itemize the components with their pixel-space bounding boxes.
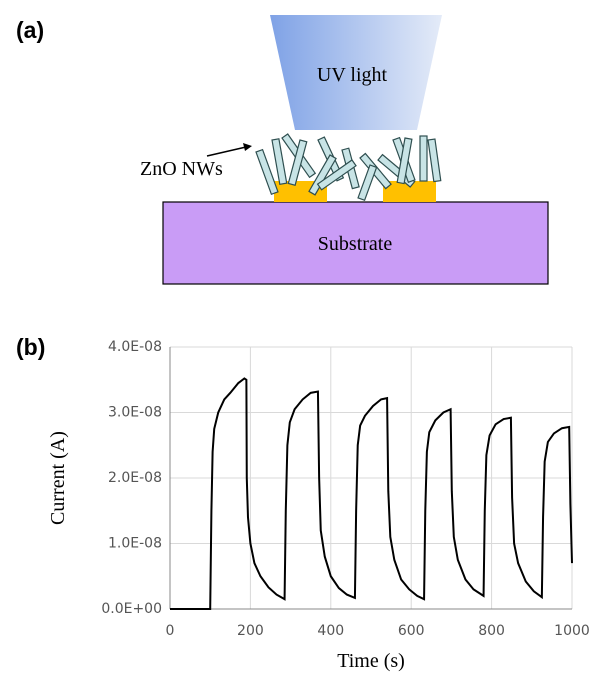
nanowire bbox=[419, 135, 428, 182]
y-tick-label: 4.0E-08 bbox=[108, 339, 162, 355]
substrate-label: Substrate bbox=[318, 233, 393, 255]
x-tick-label: 0 bbox=[166, 623, 175, 639]
nanowire bbox=[316, 159, 357, 191]
y-tick-label: 1.0E-08 bbox=[108, 536, 162, 552]
uv-beam bbox=[270, 15, 442, 130]
x-tick-label: 600 bbox=[398, 623, 425, 639]
arrow bbox=[206, 146, 247, 157]
current-line bbox=[170, 377, 573, 610]
substrate bbox=[162, 201, 549, 285]
plot: 0.0E+00 1.0E-08 2.0E-08 3.0E-08 4.0E-08 0 200 4… bbox=[101, 339, 589, 639]
nanowire bbox=[271, 138, 288, 186]
x-tick-label: 400 bbox=[317, 623, 344, 639]
nanowire bbox=[427, 138, 442, 183]
nanowire bbox=[357, 164, 378, 202]
nanowires bbox=[255, 133, 442, 202]
y-tick-label: 3.0E-08 bbox=[108, 405, 162, 421]
nanowire-label: ZnO NWs bbox=[140, 158, 223, 180]
y-axis-label: Current (A) bbox=[47, 431, 69, 525]
electrode bbox=[383, 181, 436, 202]
x-tick-label: 200 bbox=[237, 623, 264, 639]
nanowire bbox=[377, 153, 416, 188]
x-tick-label: 1000 bbox=[554, 623, 590, 639]
y-tick-label: 0.0E+00 bbox=[101, 601, 162, 617]
nanowire bbox=[396, 137, 413, 185]
panel-label: (a) bbox=[16, 17, 44, 43]
y-tick-label: 2.0E-08 bbox=[108, 470, 162, 486]
light-label: UV light bbox=[317, 64, 388, 86]
nanowire bbox=[287, 139, 308, 187]
nanowire bbox=[255, 148, 279, 196]
arrow-head bbox=[243, 143, 252, 151]
panel-label: (b) bbox=[16, 334, 45, 360]
x-axis-label: Time (s) bbox=[337, 650, 405, 672]
nanowire bbox=[308, 154, 337, 196]
x-tick-label: 800 bbox=[478, 623, 505, 639]
